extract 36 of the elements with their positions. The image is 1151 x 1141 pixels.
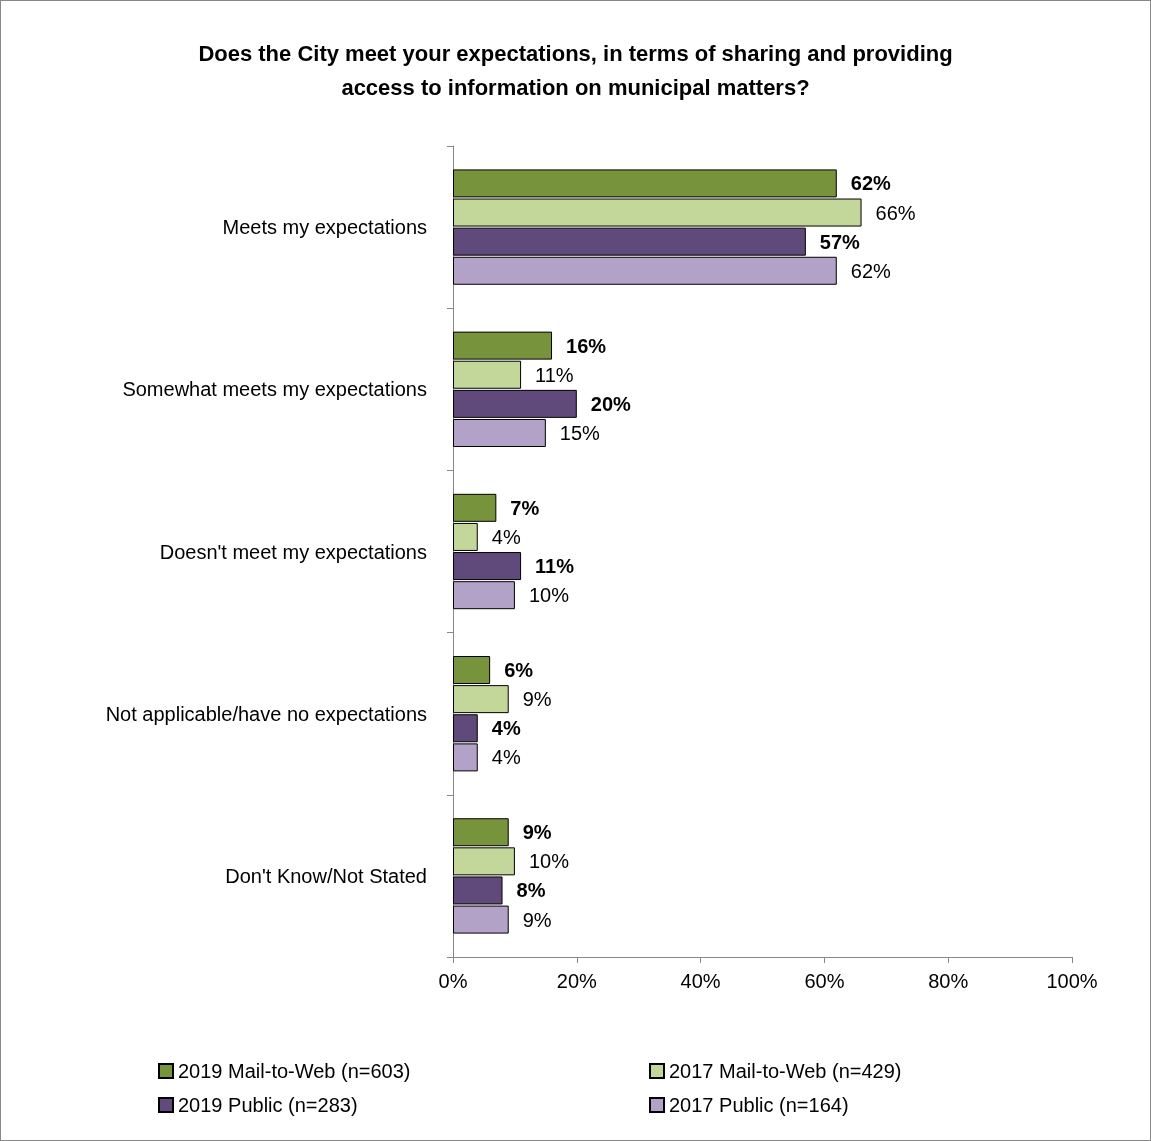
x-tick-label: 60% — [804, 970, 845, 992]
data-label: 9% — [522, 688, 552, 711]
x-tick-label: 40% — [680, 970, 721, 992]
legend-label: 2017 Mail-to-Web (n=429) — [669, 1060, 902, 1082]
data-label: 6% — [504, 659, 534, 682]
y-tick-label: Not applicable/have no expectations — [105, 702, 427, 725]
x-tick-label: 20% — [556, 970, 598, 992]
data-label: 15% — [559, 421, 601, 444]
data-label: 57% — [819, 230, 861, 253]
y-tick-label: Doesn't meet my expectations — [159, 540, 427, 563]
data-label: 4% — [491, 717, 521, 740]
chart-title: Does the City meet your expectations, in terms of sharing and providing access to information on municipal matters? — [198, 40, 953, 100]
x-tick-label: 80% — [928, 970, 969, 992]
data-label: 4% — [491, 746, 521, 769]
legend-label: 2017 Public (n=164) — [669, 1094, 849, 1116]
data-label: 66% — [875, 201, 916, 224]
data-label: 62% — [850, 259, 892, 282]
data-label: 7% — [510, 496, 540, 519]
legend-label: 2019 Public (n=283) — [178, 1094, 358, 1116]
x-tick-label: 0% — [438, 970, 468, 992]
y-tick-label: Somewhat meets my expectations — [122, 378, 427, 401]
data-label: 4% — [491, 525, 521, 548]
data-label: 11% — [535, 555, 575, 578]
data-label: 9% — [522, 908, 552, 931]
data-label: 11% — [535, 363, 574, 386]
data-label: 8% — [516, 879, 546, 902]
data-label: 62% — [850, 172, 892, 195]
data-label: 16% — [566, 334, 607, 357]
data-label: 10% — [528, 850, 570, 873]
y-tick-label: Meets my expectations — [222, 216, 427, 239]
data-label: 20% — [590, 392, 632, 415]
x-tick-label: 100% — [1046, 970, 1098, 992]
legend-label: 2019 Mail-to-Web (n=603) — [178, 1060, 411, 1082]
data-label: 9% — [522, 821, 552, 844]
data-label: 10% — [528, 584, 570, 607]
y-tick-label: Don't Know/Not Stated — [225, 864, 427, 887]
